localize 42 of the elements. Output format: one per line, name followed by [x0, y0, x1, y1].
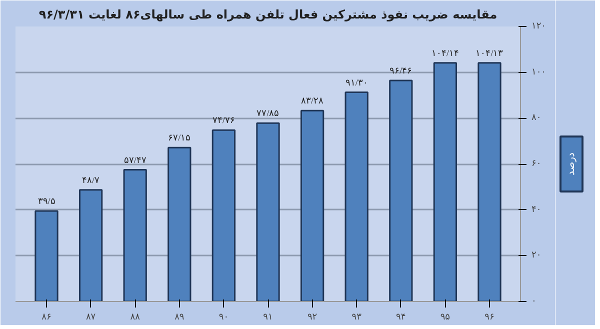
y-tick-label: ۴۰ — [532, 204, 542, 215]
bar — [344, 92, 368, 302]
data-label: ۷۴/۷۶ — [212, 115, 235, 126]
chart-title: مقایسه ضریب نفوذ مشترکین فعال تلفن همراه طی سالهای۸۶ لغایت ۹۶/۳/۳۱ — [38, 8, 498, 22]
x-tick-label: ۹۳ — [352, 312, 362, 322]
y-tick-label: ۰ — [532, 296, 536, 306]
y-tick-label: ۲۰ — [532, 250, 542, 261]
text: درصد — [566, 152, 577, 176]
data-label: ۱۰۴/۱۴ — [431, 48, 459, 58]
data-label: ۹۶/۴۶ — [390, 65, 412, 76]
x-tick-label: ۸۹ — [174, 312, 184, 322]
data-label: ۳۹/۵ — [38, 196, 56, 206]
x-tick-label: ۹۵ — [440, 312, 450, 322]
y-tick-label: ۱۰۰ — [532, 67, 546, 78]
x-tick-label: ۹۲ — [307, 312, 318, 322]
bar — [212, 129, 236, 302]
x-tick-label: ۸۸ — [130, 312, 140, 322]
x-tick-label: ۸۶ — [42, 312, 52, 322]
x-tick-label: ۹۱ — [263, 312, 273, 322]
bar — [123, 169, 147, 302]
data-label: ۸۳/۲۸ — [301, 96, 324, 106]
x-tick-label: ۹۶ — [484, 312, 494, 322]
x-tick-label: ۹۴ — [396, 312, 406, 322]
data-label: ۶۷/۱۵ — [168, 132, 191, 143]
bar — [389, 80, 413, 302]
bar — [168, 146, 192, 302]
data-label: ۵۷/۴۷ — [124, 154, 146, 165]
bar — [300, 110, 324, 302]
y-tick-label: ۸۰ — [532, 113, 542, 124]
x-tick-label: ۸۷ — [86, 312, 96, 322]
bar — [478, 62, 502, 302]
y-tick-label: ۱۲۰ — [532, 22, 546, 32]
bar — [34, 210, 58, 302]
data-label: ۷۷/۸۵ — [256, 108, 280, 118]
bar — [256, 122, 280, 302]
data-label: ۴۸/۷ — [82, 174, 100, 185]
data-label: ۱۰۴/۱۳ — [476, 48, 504, 58]
bar — [78, 189, 103, 302]
y-tick-label: ۶۰ — [532, 159, 542, 169]
bar — [433, 62, 458, 302]
x-tick-label: ۹۰ — [218, 312, 229, 322]
data-label: ۹۱/۳۰ — [345, 77, 368, 88]
